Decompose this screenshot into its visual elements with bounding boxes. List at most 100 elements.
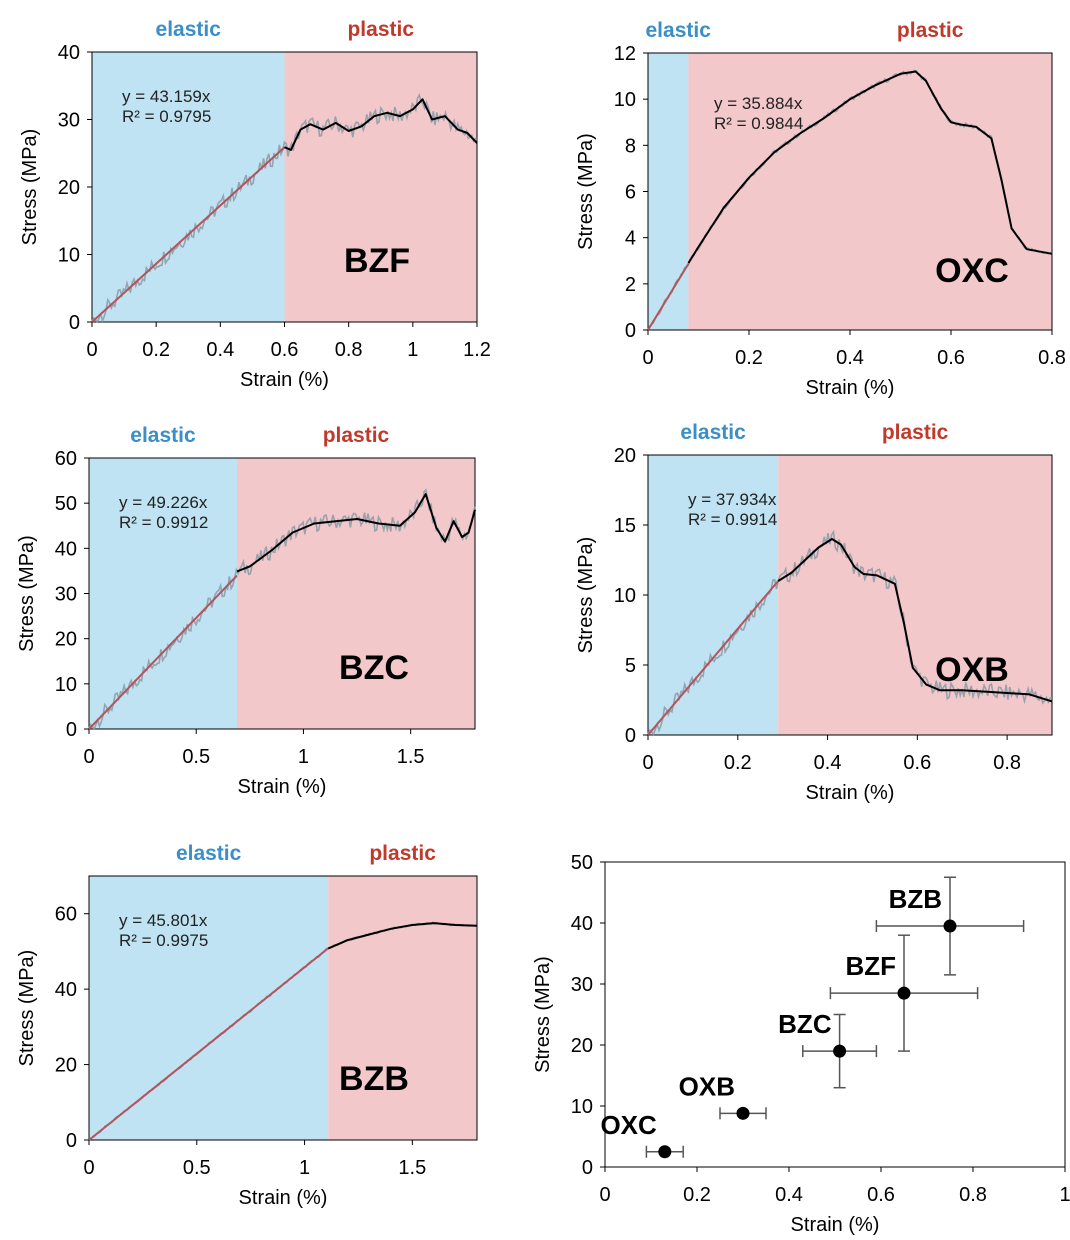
y-tick-label: 30 [55,584,77,606]
y-axis-title: Stress (MPa) [575,537,597,654]
data-point-label: BZC [778,1009,832,1039]
x-tick-label: 0.4 [206,339,234,361]
y-tick-label: 20 [58,177,80,199]
data-point-label: BZF [845,951,896,981]
sample-label: OXB [935,651,1009,689]
fit-r-squared: R² = 0.9844 [714,114,803,133]
fit-equation: y = 35.884x [714,94,803,113]
plot-frame [88,875,478,1141]
y-tick-label: 6 [625,182,636,204]
elastic-label: elastic [680,421,746,444]
x-axis-title: Strain (%) [791,1214,880,1236]
x-tick-label: 0 [83,746,94,768]
linear-fit-line [647,263,690,331]
smoothed-stress-curve [236,493,476,573]
smoothed-stress-curve [284,98,478,151]
x-axis-title: Strain (%) [239,1187,328,1209]
elastic-region [648,455,779,735]
y-tick-label: 50 [55,493,77,515]
x-tick-label: 1 [407,339,418,361]
y-tick-label: 40 [55,979,77,1001]
x-tick-label: 0.8 [1038,347,1066,369]
y-tick-label: 10 [55,674,77,696]
fit-r-squared: R² = 0.9975 [119,931,208,950]
x-tick-label: 0.2 [142,339,170,361]
elastic-region [92,52,285,322]
elastic-region [89,458,237,729]
y-tick-label: 0 [625,725,636,747]
raw-stress-curve [647,529,1052,737]
plastic-label: plastic [347,18,414,41]
data-marker [833,1044,847,1058]
fit-r-squared: R² = 0.9914 [688,510,777,529]
x-tick-label: 0.4 [814,752,842,774]
x-tick-label: 0 [599,1184,610,1206]
y-tick-label: 10 [614,89,636,111]
fit-r-squared: R² = 0.9912 [119,513,208,532]
x-tick-label: 1.2 [463,339,491,361]
y-tick-label: 0 [625,320,636,342]
fit-equation: y = 49.226x [119,493,208,512]
fit-equation: y = 43.159x [122,87,211,106]
data-marker [897,986,911,1000]
y-tick-label: 40 [571,913,593,935]
y-tick-label: 10 [614,585,636,607]
x-tick-label: 0.2 [724,752,752,774]
y-tick-label: 50 [571,852,593,874]
data-marker [736,1106,750,1120]
y-tick-label: 20 [55,629,77,651]
y-tick-label: 60 [55,904,77,926]
x-tick-label: 0.5 [182,746,210,768]
plastic-region [328,876,477,1140]
y-tick-label: 0 [66,1130,77,1152]
data-point-label: OXC [600,1110,657,1140]
y-tick-label: 20 [571,1035,593,1057]
y-tick-label: 10 [571,1096,593,1118]
y-axis-title: Stress (MPa) [19,129,41,246]
y-tick-label: 15 [614,515,636,537]
y-tick-label: 30 [571,974,593,996]
data-marker [943,919,957,933]
x-tick-label: 0.8 [335,339,363,361]
x-tick-label: 0.6 [271,339,299,361]
data-point-oxc: OXC [600,1110,684,1159]
elastic-label: elastic [156,18,222,41]
linear-fit-line [91,146,286,323]
raw-stress-curve [91,92,478,324]
x-tick-label: 1.5 [397,746,425,768]
sample-label: BZF [344,242,410,280]
fit-equation: y = 45.801x [119,911,208,930]
linear-fit-line [88,574,238,730]
x-tick-label: 0.4 [775,1184,803,1206]
y-tick-label: 60 [55,448,77,470]
x-tick-label: 0.2 [735,347,763,369]
x-tick-label: 1 [1059,1184,1070,1206]
x-tick-label: 0 [86,339,97,361]
x-tick-label: 0.6 [903,752,931,774]
data-point-label: BZB [889,884,942,914]
elastic-region [89,876,329,1140]
y-tick-label: 10 [58,245,80,267]
x-tick-label: 0.2 [683,1184,711,1206]
sample-label: BZC [339,649,409,687]
smoothed-stress-curve [687,70,1053,264]
x-tick-label: 0.8 [959,1184,987,1206]
x-tick-label: 0.5 [183,1157,211,1179]
x-axis-title: Strain (%) [806,377,895,399]
x-tick-label: 0 [83,1157,94,1179]
fit-equation: y = 37.934x [688,490,777,509]
y-axis-title: Stress (MPa) [532,956,554,1073]
data-point-bzc: BZC [778,1009,878,1089]
elastic-label: elastic [646,19,712,42]
sample-label: OXC [935,252,1009,290]
plastic-region [688,53,1052,330]
y-tick-label: 12 [614,43,636,65]
x-axis-title: Strain (%) [806,782,895,804]
chart-summary: 0 10 20 30 40 50 0 0.2 0.4 0.6 0.8 1 Strain (%) Stres… [532,852,1070,1236]
plastic-region [236,458,475,729]
y-tick-label: 40 [58,42,80,64]
x-tick-label: 0.8 [993,752,1021,774]
